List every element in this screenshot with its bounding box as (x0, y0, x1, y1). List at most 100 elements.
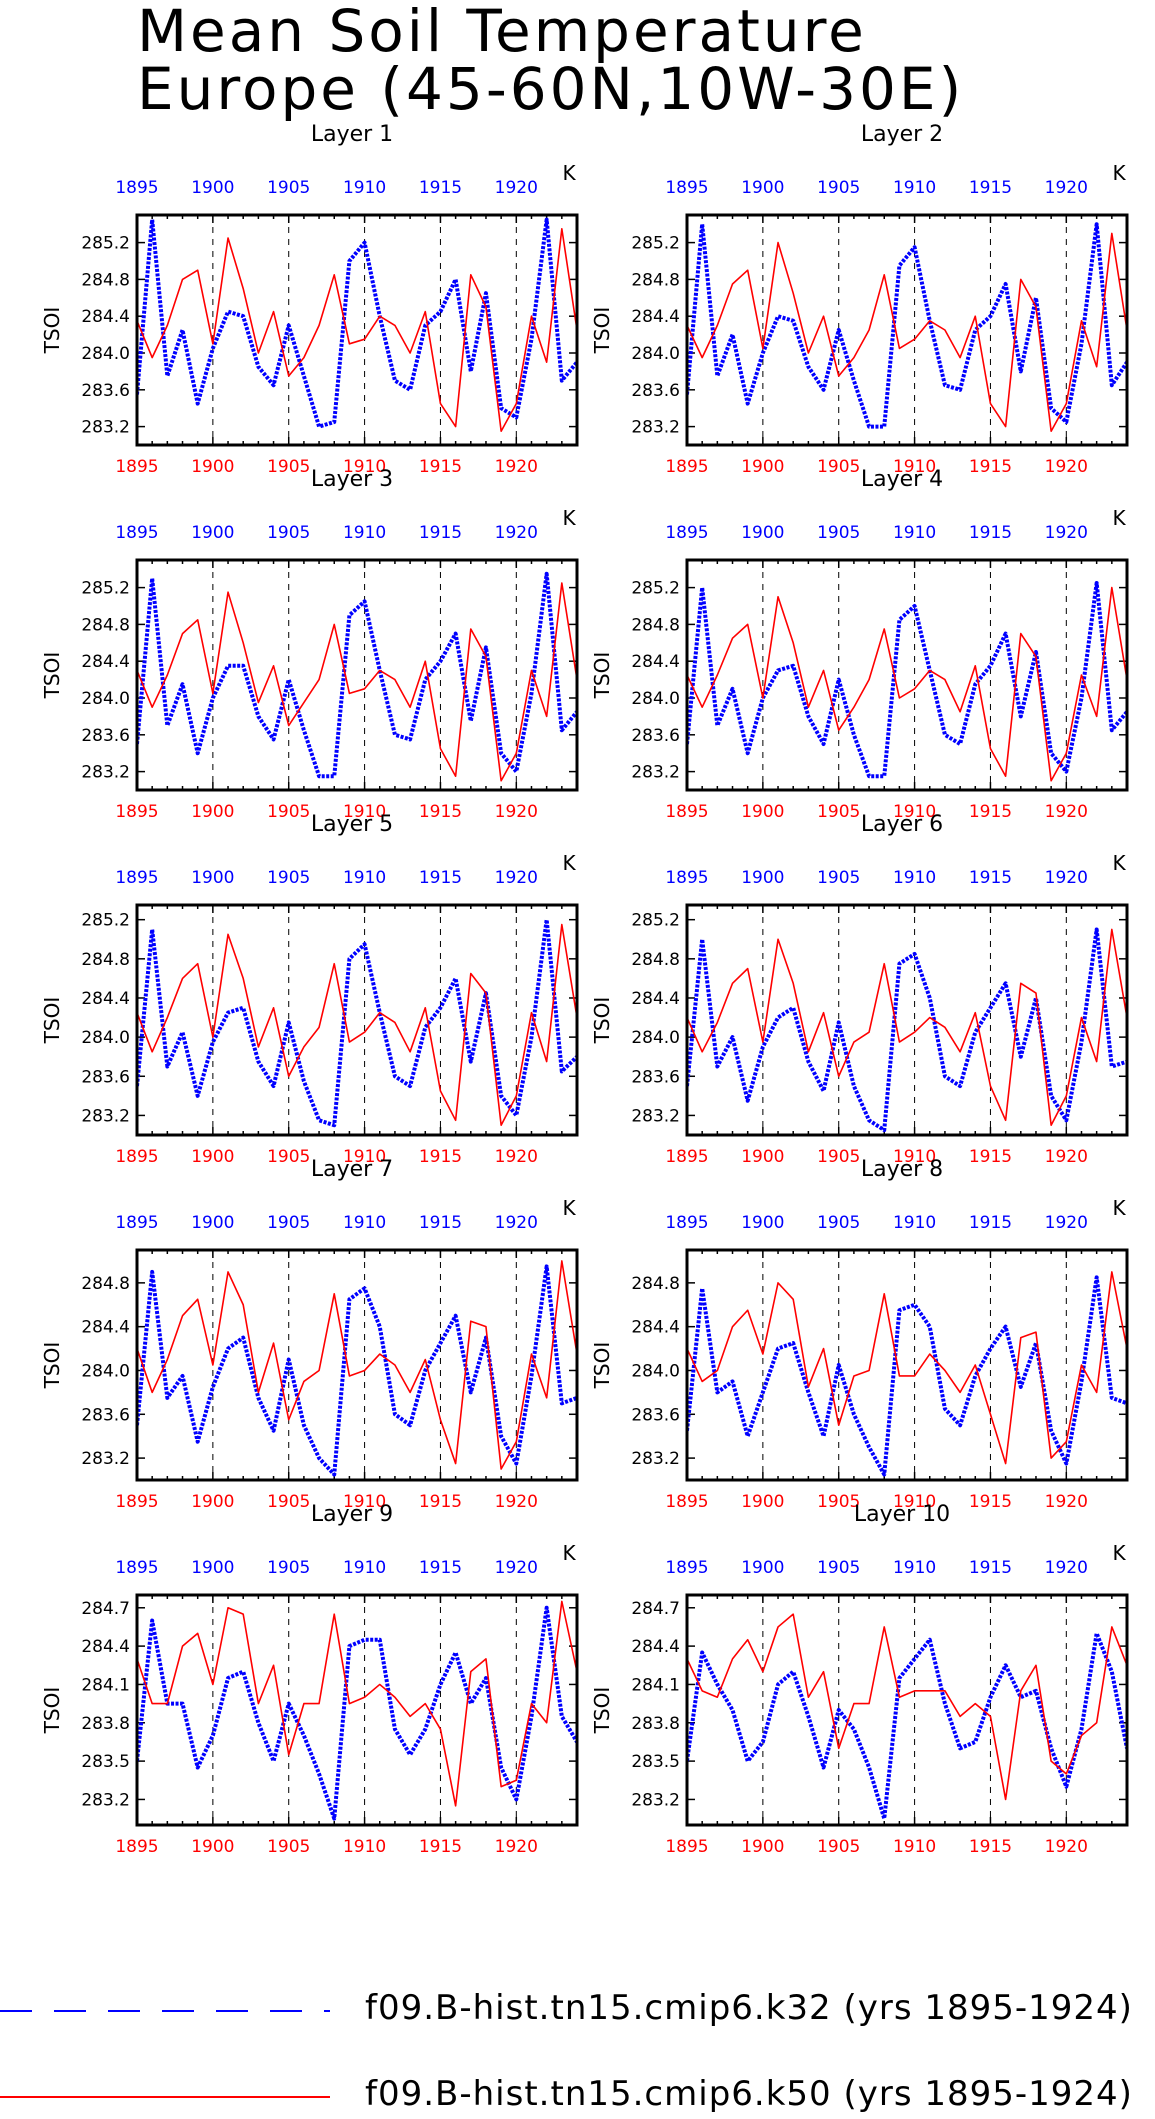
y-tick-label: 285.2 (631, 579, 680, 599)
y-tick-label: 283.2 (631, 763, 680, 783)
y-tick-label: 283.5 (81, 1752, 130, 1772)
y-tick-label: 283.6 (631, 381, 680, 401)
x-tick-label-top: 1895 (665, 1558, 708, 1578)
panel-title: Layer 6 (861, 812, 943, 837)
x-tick-label-top: 1905 (817, 523, 860, 543)
y-tick-label: 283.8 (81, 1714, 130, 1734)
x-tick-label-top: 1900 (191, 523, 234, 543)
x-tick-label-top: 1915 (969, 523, 1012, 543)
x-tick-label-bottom: 1915 (419, 1837, 462, 1857)
x-tick-label-top: 1900 (741, 1558, 784, 1578)
chart-panel-10: Layer 10 K TSOI 1895 1895 1900 1900 1905 1905 191… (590, 1502, 1129, 1857)
plot-frame (685, 903, 1129, 1137)
x-tick-label-bottom: 1910 (343, 1147, 386, 1167)
x-tick-label-bottom: 1895 (115, 1837, 158, 1857)
x-tick-label-top: 1895 (115, 1558, 158, 1578)
x-tick-label-top: 1905 (267, 523, 310, 543)
panel-title: Layer 10 (854, 1502, 950, 1527)
y-tick-label: 284.4 (631, 307, 680, 327)
x-tick-label-bottom: 1905 (817, 457, 860, 477)
x-tick-label-bottom: 1915 (969, 1147, 1012, 1167)
legend-label-k32: f09.B-hist.tn15.cmip6.k32 (yrs 1895-1924… (365, 1988, 1133, 2028)
y-tick-label: 283.2 (81, 1790, 130, 1810)
plot-frame (685, 558, 1129, 792)
units-label: K (562, 506, 576, 530)
x-tick-label-bottom: 1920 (495, 1147, 538, 1167)
x-tick-label-top: 1910 (893, 868, 936, 888)
units-label: K (1112, 161, 1126, 185)
x-tick-label-bottom: 1910 (893, 1492, 936, 1512)
series-line-k50 (137, 1260, 577, 1470)
x-tick-label-bottom: 1915 (969, 457, 1012, 477)
y-tick-label: 284.4 (81, 989, 130, 1009)
plot-frame (135, 558, 579, 792)
y-tick-label: 284.4 (81, 1637, 130, 1657)
x-tick-label-bottom: 1895 (665, 1492, 708, 1512)
series-line-k32 (137, 217, 577, 429)
x-tick-label-bottom: 1900 (191, 1147, 234, 1167)
x-tick-label-top: 1915 (969, 178, 1012, 198)
x-tick-label-top: 1895 (115, 523, 158, 543)
y-tick-label: 284.8 (81, 615, 130, 635)
y-axis-label: TSOI (590, 1342, 614, 1390)
x-tick-label-top: 1905 (817, 1213, 860, 1233)
y-axis-label: TSOI (40, 307, 64, 355)
x-tick-label-top: 1920 (1045, 178, 1088, 198)
x-tick-label-bottom: 1910 (343, 1837, 386, 1857)
x-tick-label-bottom: 1905 (267, 1492, 310, 1512)
x-tick-label-top: 1900 (741, 868, 784, 888)
y-tick-label: 284.1 (81, 1675, 130, 1695)
legend-label-k50: f09.B-hist.tn15.cmip6.k50 (yrs 1895-1924… (365, 2074, 1133, 2114)
x-tick-label-bottom: 1900 (191, 1837, 234, 1857)
x-tick-label-top: 1915 (419, 178, 462, 198)
plot-frame (135, 903, 579, 1137)
y-tick-label: 283.6 (81, 726, 130, 746)
x-tick-label-top: 1900 (191, 1213, 234, 1233)
units-label: K (1112, 851, 1126, 875)
x-tick-label-top: 1905 (267, 1213, 310, 1233)
legend-item-k32: f09.B-hist.tn15.cmip6.k32 (yrs 1895-1924… (0, 1988, 1155, 2031)
x-tick-label-top: 1910 (343, 1213, 386, 1233)
y-tick-label: 284.8 (81, 270, 130, 290)
x-tick-label-bottom: 1905 (817, 1147, 860, 1167)
x-tick-label-top: 1905 (267, 868, 310, 888)
units-label: K (562, 161, 576, 185)
x-tick-label-top: 1900 (191, 178, 234, 198)
y-tick-label: 283.6 (81, 1405, 130, 1425)
y-tick-label: 284.8 (631, 1274, 680, 1294)
x-tick-label-top: 1905 (817, 868, 860, 888)
series-line-k50 (687, 1613, 1127, 1801)
x-tick-label-bottom: 1915 (969, 802, 1012, 822)
x-tick-label-top: 1895 (115, 178, 158, 198)
x-tick-label-top: 1900 (741, 1213, 784, 1233)
legend-item-k50: f09.B-hist.tn15.cmip6.k50 (yrs 1895-1924… (0, 2074, 1155, 2117)
x-tick-label-bottom: 1915 (419, 457, 462, 477)
x-tick-label-top: 1910 (343, 178, 386, 198)
x-tick-label-bottom: 1910 (343, 457, 386, 477)
series-line-k32 (137, 917, 577, 1128)
panel-title: Layer 5 (311, 812, 393, 837)
y-tick-label: 283.6 (631, 1405, 680, 1425)
chart-panel-9: Layer 9 K TSOI 1895 1895 1900 1900 1905 1905 1910… (40, 1502, 579, 1857)
x-tick-label-bottom: 1895 (115, 457, 158, 477)
series-line-k50 (137, 923, 577, 1127)
x-tick-label-top: 1900 (741, 523, 784, 543)
plot-frame (135, 1248, 579, 1482)
series-line-k50 (687, 928, 1127, 1127)
x-tick-label-bottom: 1905 (267, 1147, 310, 1167)
x-tick-label-bottom: 1915 (969, 1837, 1012, 1857)
y-tick-label: 283.6 (81, 381, 130, 401)
series-line-k32 (687, 581, 1127, 779)
x-tick-label-bottom: 1905 (267, 457, 310, 477)
x-tick-label-top: 1895 (115, 1213, 158, 1233)
y-axis-label: TSOI (40, 652, 64, 700)
x-tick-label-bottom: 1900 (741, 457, 784, 477)
y-tick-label: 283.2 (631, 418, 680, 438)
x-tick-label-bottom: 1905 (267, 1837, 310, 1857)
x-tick-label-top: 1915 (969, 868, 1012, 888)
y-tick-label: 284.4 (631, 1637, 680, 1657)
x-tick-label-bottom: 1900 (191, 1492, 234, 1512)
x-tick-label-top: 1895 (665, 868, 708, 888)
x-tick-label-top: 1895 (115, 868, 158, 888)
y-tick-label: 284.4 (631, 989, 680, 1009)
